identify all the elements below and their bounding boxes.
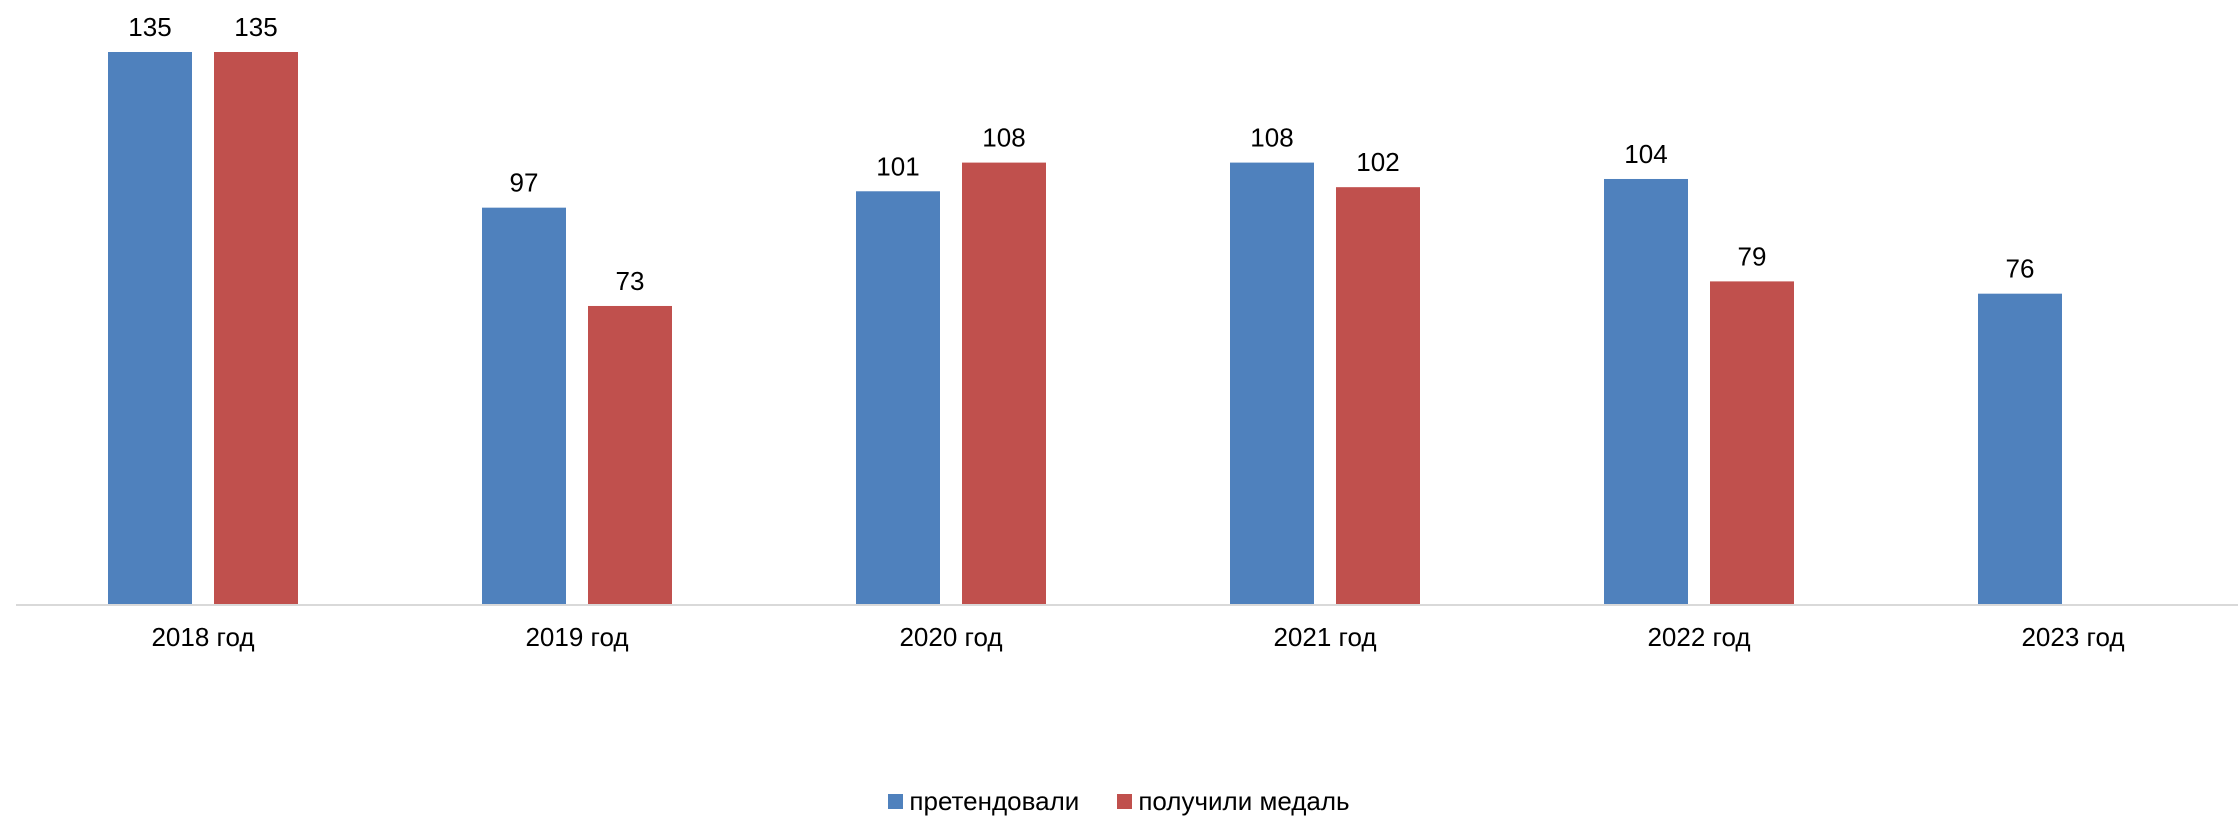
x-tick-label-3: 2021 год bbox=[1273, 622, 1376, 652]
bar-series-1-cat-2 bbox=[962, 162, 1046, 605]
legend-label-series-1: получили медаль bbox=[1138, 786, 1350, 816]
legend-swatch-series-0 bbox=[888, 794, 904, 809]
data-labels: 135 135 97 73 101 108 108 102 104 79 76 bbox=[128, 12, 2034, 296]
x-tick-labels: 2018 год 2019 год 2020 год 2021 год 2022 год… bbox=[151, 622, 2124, 652]
bars bbox=[108, 52, 2062, 606]
bar-series-0-cat-2 bbox=[856, 191, 940, 605]
bar-series-1-cat-4 bbox=[1710, 281, 1794, 605]
bar-series-1-cat-1 bbox=[588, 305, 672, 605]
data-label-series-0-cat-5: 76 bbox=[2006, 254, 2035, 284]
x-tick-label-0: 2018 год bbox=[151, 622, 254, 652]
bar-series-1-cat-3 bbox=[1336, 187, 1420, 605]
data-label-series-1-cat-1: 73 bbox=[616, 266, 645, 296]
x-tick-label-2: 2020 год bbox=[899, 622, 1002, 652]
x-tick-label-4: 2022 год bbox=[1647, 622, 1750, 652]
bar-series-0-cat-5 bbox=[1978, 293, 2062, 605]
data-label-series-0-cat-0: 135 bbox=[128, 12, 171, 42]
bar-series-0-cat-0 bbox=[108, 52, 192, 605]
data-label-series-0-cat-1: 97 bbox=[510, 168, 539, 198]
legend-swatch-series-1 bbox=[1117, 794, 1133, 809]
data-label-series-0-cat-2: 101 bbox=[876, 151, 919, 181]
bar-series-0-cat-4 bbox=[1604, 178, 1688, 606]
data-label-series-1-cat-4: 79 bbox=[1738, 241, 1767, 271]
bar-series-1-cat-0 bbox=[214, 52, 298, 605]
data-label-series-1-cat-2: 108 bbox=[982, 123, 1025, 153]
data-label-series-0-cat-4: 104 bbox=[1624, 139, 1667, 169]
legend-item-series-1: получили медаль bbox=[1117, 786, 1350, 817]
legend: претендовали получили медаль bbox=[0, 786, 2238, 817]
data-label-series-1-cat-0: 135 bbox=[234, 12, 277, 42]
bar-series-0-cat-1 bbox=[482, 207, 566, 606]
legend-label-series-0: претендовали bbox=[909, 786, 1080, 816]
x-tick-label-1: 2019 год bbox=[525, 622, 628, 652]
data-label-series-1-cat-3: 102 bbox=[1356, 147, 1399, 177]
x-tick-label-5: 2023 год bbox=[2021, 622, 2124, 652]
data-label-series-0-cat-3: 108 bbox=[1250, 123, 1293, 153]
bar-series-0-cat-3 bbox=[1230, 162, 1314, 605]
legend-item-series-0: претендовали bbox=[888, 786, 1079, 817]
